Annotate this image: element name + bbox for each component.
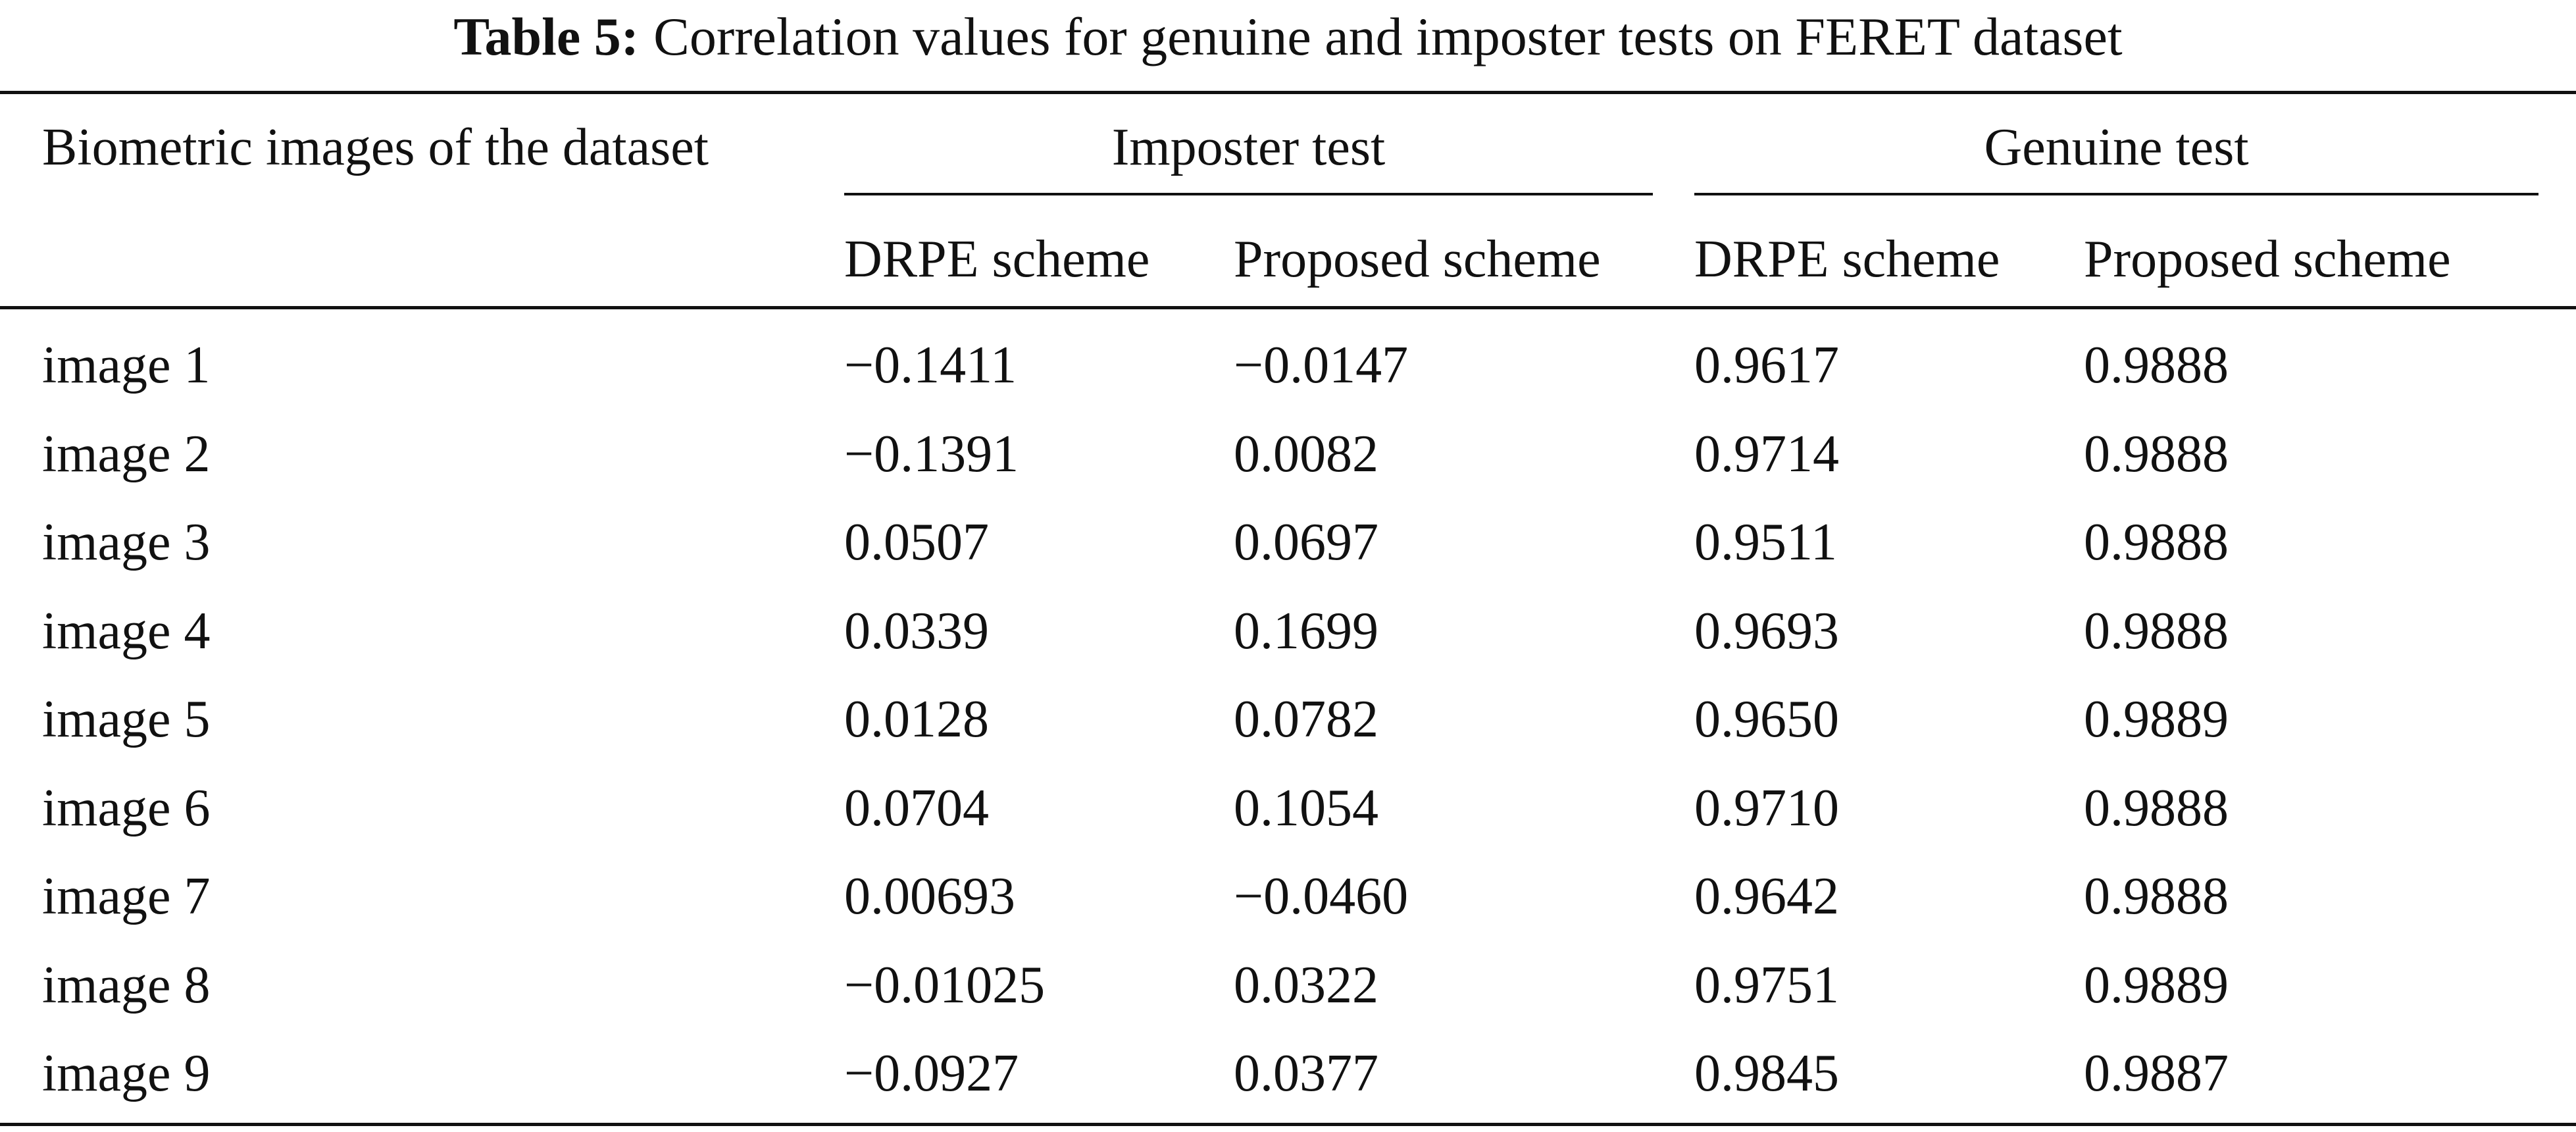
header-rule bbox=[0, 306, 2576, 309]
cell-genuine-proposed: 0.9888 bbox=[2084, 513, 2229, 571]
cell-genuine-proposed: 0.9888 bbox=[2084, 779, 2229, 837]
imposter-test-header: Imposter test bbox=[1111, 118, 1386, 176]
row-label-header: Biometric images of the dataset bbox=[42, 118, 709, 176]
cell-imposter-proposed: 0.0322 bbox=[1234, 956, 1378, 1014]
cell-genuine-drpe: 0.9617 bbox=[1694, 336, 1839, 394]
subheader-imposter-drpe: DRPE scheme bbox=[844, 230, 1150, 288]
genuine-group-rule bbox=[1694, 193, 2538, 195]
top-rule bbox=[0, 91, 2576, 94]
cell-genuine-drpe: 0.9650 bbox=[1694, 690, 1839, 748]
cell-genuine-drpe: 0.9642 bbox=[1694, 867, 1839, 925]
cell-genuine-proposed: 0.9887 bbox=[2084, 1044, 2229, 1102]
imposter-group-rule bbox=[844, 193, 1653, 195]
cell-genuine-proposed: 0.9888 bbox=[2084, 602, 2229, 660]
cell-genuine-drpe: 0.9693 bbox=[1694, 602, 1839, 660]
cell-genuine-proposed: 0.9889 bbox=[2084, 690, 2229, 748]
cell-image-name: image 8 bbox=[42, 956, 211, 1014]
subheader-genuine-proposed: Proposed scheme bbox=[2084, 230, 2451, 288]
cell-imposter-proposed: 0.0377 bbox=[1234, 1044, 1378, 1102]
cell-imposter-drpe: −0.0927 bbox=[844, 1044, 1019, 1102]
cell-imposter-proposed: 0.1699 bbox=[1234, 602, 1378, 660]
subheader-genuine-drpe: DRPE scheme bbox=[1694, 230, 2000, 288]
cell-genuine-drpe: 0.9710 bbox=[1694, 779, 1839, 837]
cell-genuine-drpe: 0.9751 bbox=[1694, 956, 1839, 1014]
cell-imposter-proposed: −0.0147 bbox=[1234, 336, 1409, 394]
cell-imposter-drpe: 0.0507 bbox=[844, 513, 989, 571]
cell-imposter-proposed: 0.0082 bbox=[1234, 425, 1378, 483]
cell-image-name: image 2 bbox=[42, 425, 211, 483]
cell-imposter-drpe: 0.0128 bbox=[844, 690, 989, 748]
bottom-rule bbox=[0, 1123, 2576, 1126]
cell-image-name: image 5 bbox=[42, 690, 211, 748]
cell-imposter-proposed: 0.0782 bbox=[1234, 690, 1378, 748]
cell-genuine-proposed: 0.9888 bbox=[2084, 425, 2229, 483]
cell-imposter-drpe: 0.0339 bbox=[844, 602, 989, 660]
cell-image-name: image 4 bbox=[42, 602, 211, 660]
cell-genuine-drpe: 0.9845 bbox=[1694, 1044, 1839, 1102]
cell-genuine-proposed: 0.9888 bbox=[2084, 867, 2229, 925]
table-caption: Table 5: Correlation values for genuine a… bbox=[0, 4, 2576, 70]
cell-imposter-proposed: −0.0460 bbox=[1234, 867, 1409, 925]
subheader-imposter-proposed: Proposed scheme bbox=[1234, 230, 1601, 288]
cell-genuine-drpe: 0.9714 bbox=[1694, 425, 1839, 483]
cell-image-name: image 3 bbox=[42, 513, 211, 571]
cell-imposter-proposed: 0.0697 bbox=[1234, 513, 1378, 571]
caption-text: Correlation values for genuine and impos… bbox=[653, 7, 2123, 66]
cell-genuine-drpe: 0.9511 bbox=[1694, 513, 1838, 571]
genuine-test-header: Genuine test bbox=[1984, 118, 2249, 176]
cell-imposter-proposed: 0.1054 bbox=[1234, 779, 1378, 837]
cell-imposter-drpe: −0.1391 bbox=[844, 425, 1019, 483]
cell-imposter-drpe: 0.00693 bbox=[844, 867, 1015, 925]
cell-image-name: image 7 bbox=[42, 867, 211, 925]
cell-genuine-proposed: 0.9888 bbox=[2084, 336, 2229, 394]
caption-label: Table 5: bbox=[453, 7, 640, 66]
cell-imposter-drpe: −0.01025 bbox=[844, 956, 1046, 1014]
cell-genuine-proposed: 0.9889 bbox=[2084, 956, 2229, 1014]
cell-imposter-drpe: 0.0704 bbox=[844, 779, 989, 837]
cell-imposter-drpe: −0.1411 bbox=[844, 336, 1017, 394]
cell-image-name: image 9 bbox=[42, 1044, 211, 1102]
cell-image-name: image 6 bbox=[42, 779, 211, 837]
cell-image-name: image 1 bbox=[42, 336, 211, 394]
